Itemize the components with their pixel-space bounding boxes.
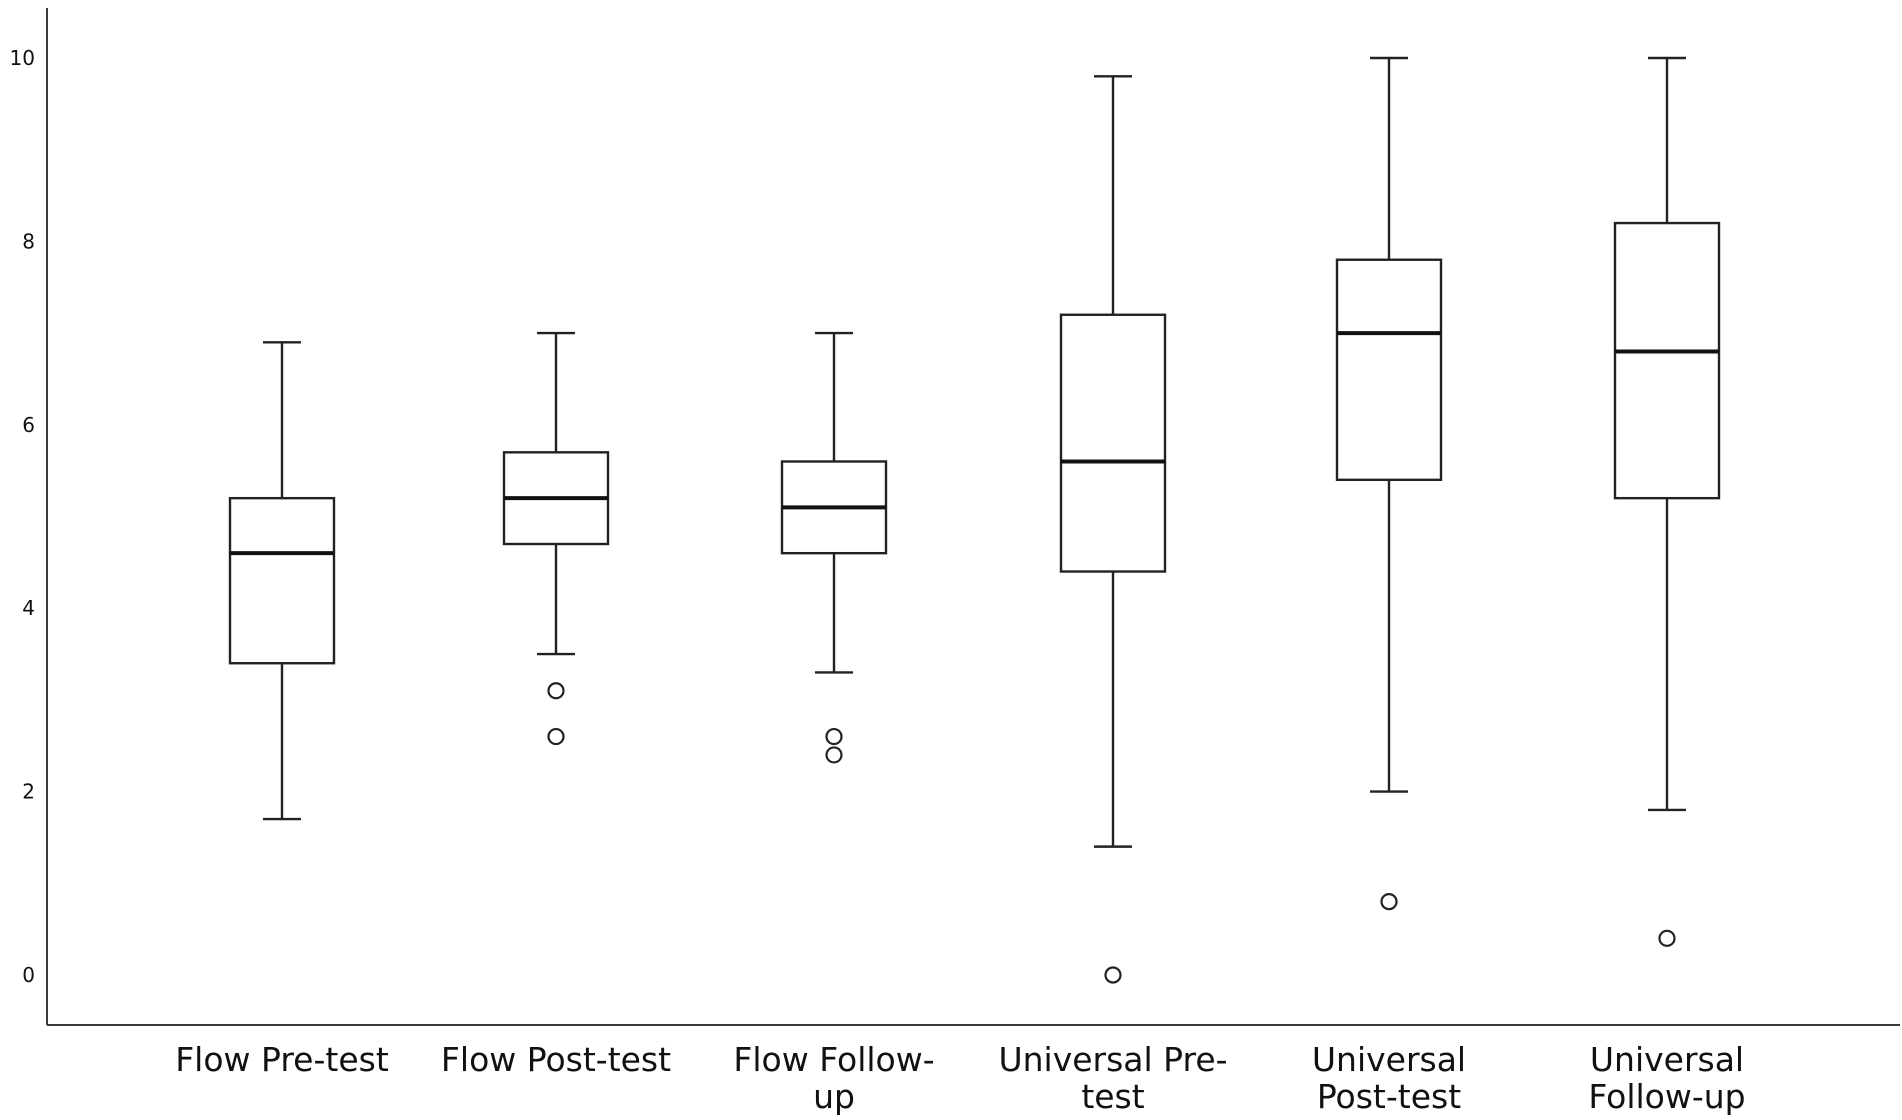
box-group <box>1613 56 1721 947</box>
y-tick-label: 4 <box>22 596 35 620</box>
x-tick-label: Universal <box>1590 1040 1744 1079</box>
x-tick-label: Flow Pre-test <box>175 1040 389 1079</box>
box-group <box>228 341 336 821</box>
boxes-layer <box>228 56 1721 984</box>
box-group <box>502 331 610 746</box>
box-group <box>1335 56 1443 911</box>
x-tick-label: Universal Pre- <box>998 1040 1227 1079</box>
outlier-point <box>547 682 565 700</box>
x-axis-labels: Flow Pre-test Flow Post-test Flow Follow-u… <box>175 1040 1745 1116</box>
box <box>228 496 336 665</box>
y-axis-ticks: 0 2 4 6 8 10 <box>10 46 35 987</box>
outlier-point <box>1658 929 1676 947</box>
box <box>1059 313 1167 573</box>
outlier-point <box>1380 893 1398 911</box>
box-group <box>780 331 888 764</box>
x-tick-label: Universal <box>1312 1040 1466 1079</box>
y-tick-label: 10 <box>10 46 35 70</box>
outlier-point <box>1104 966 1122 984</box>
x-tick-label: Flow Follow- <box>733 1040 934 1079</box>
y-tick-label: 6 <box>22 413 35 437</box>
box <box>1335 258 1443 482</box>
x-tick-label: test <box>1081 1077 1144 1116</box>
y-tick-label: 0 <box>22 963 35 987</box>
outlier-point <box>547 727 565 746</box>
outlier-point <box>825 746 843 764</box>
box-group <box>1059 75 1167 984</box>
x-tick-label: Flow Post-test <box>441 1040 671 1079</box>
box <box>1613 221 1721 500</box>
y-tick-label: 8 <box>22 229 35 253</box>
x-tick-label: Post-test <box>1317 1077 1461 1116</box>
x-tick-label: Follow-up <box>1588 1077 1745 1116</box>
y-tick-label: 2 <box>22 780 35 804</box>
outlier-point <box>825 727 843 746</box>
x-tick-label: up <box>813 1077 855 1116</box>
